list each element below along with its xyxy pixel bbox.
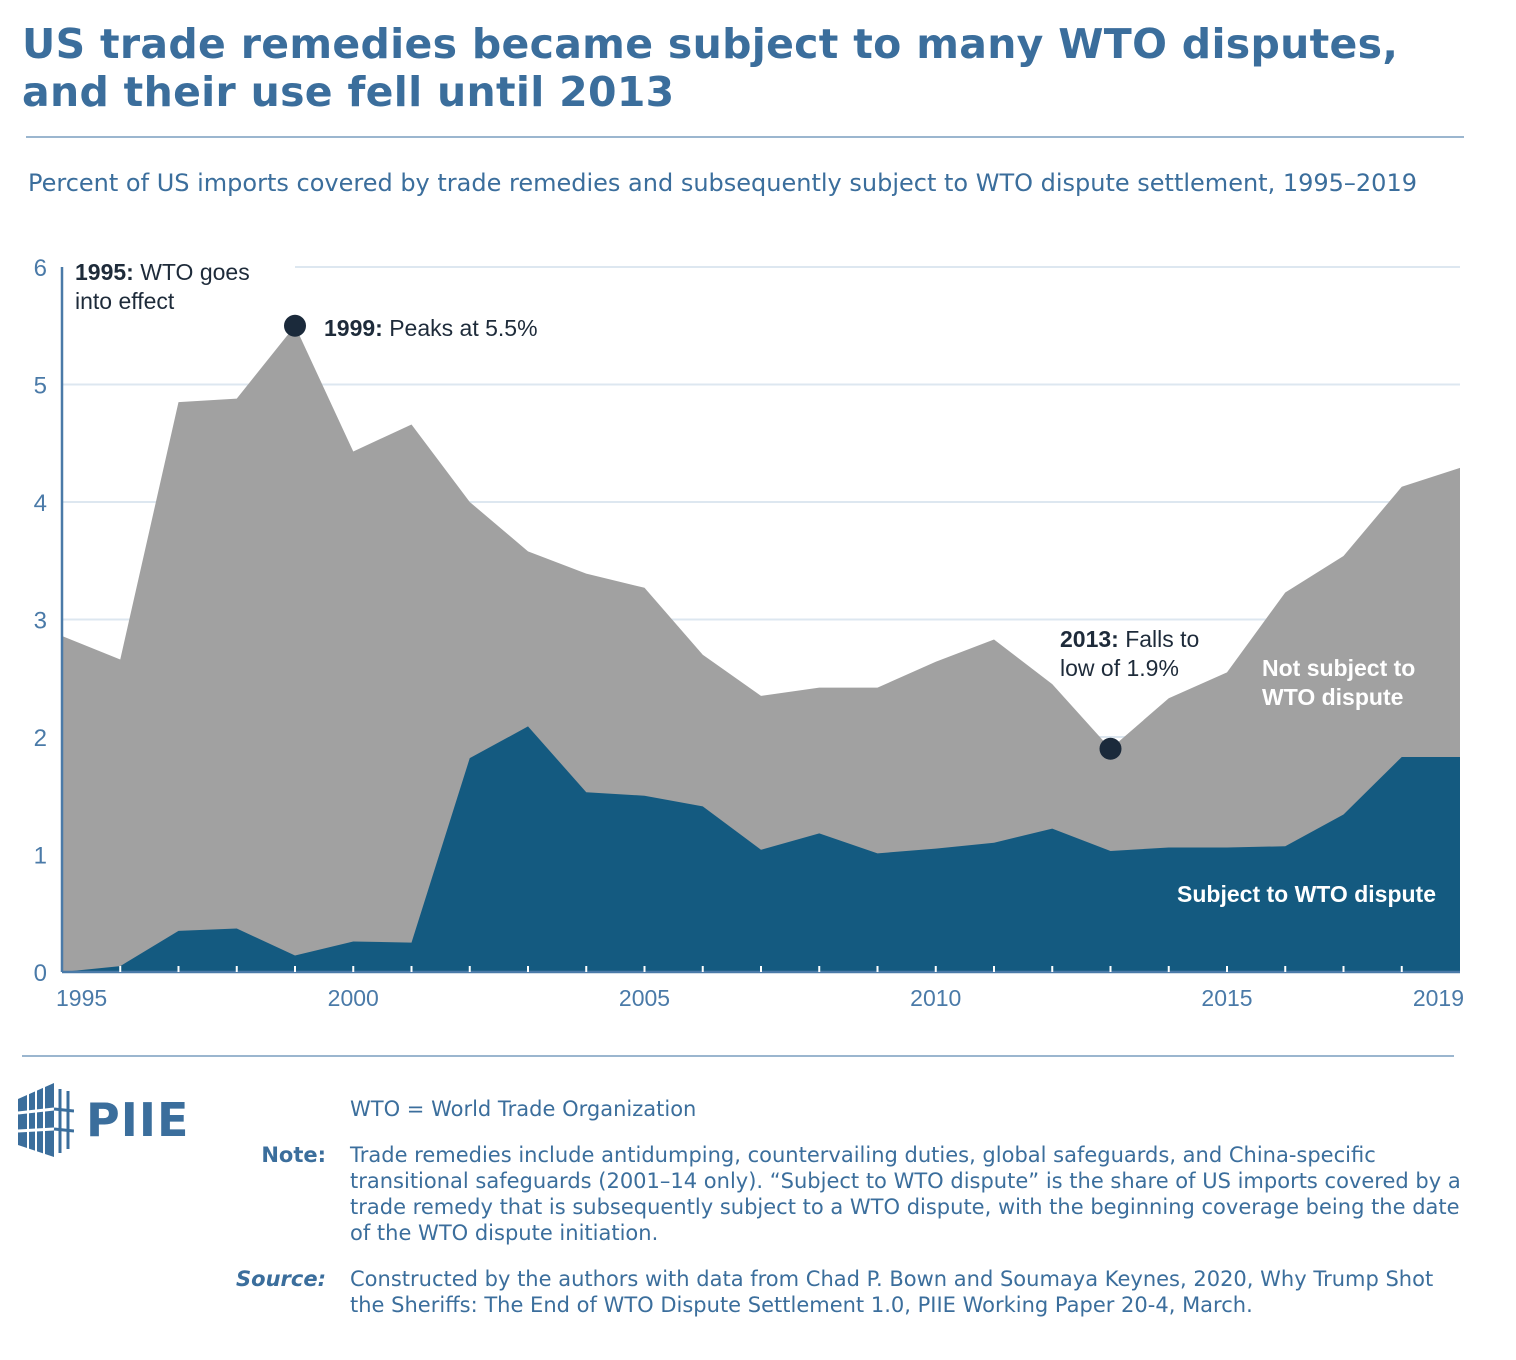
area-chart: 0 1 2 3 4 5 6 1995 2000 2005 2010 2015 2019 Not subje… (34, 255, 1464, 1011)
annotation-1999: 1999: Peaks at 5.5% (324, 315, 538, 341)
y-tick-label: 6 (34, 255, 47, 282)
building-logo-icon (17, 1083, 74, 1157)
chart-subtitle: Percent of US imports covered by trade r… (28, 169, 1417, 197)
x-tick-label: 2010 (910, 985, 961, 1011)
x-tick-label: 2000 (328, 985, 379, 1011)
y-tick-label: 3 (34, 608, 47, 635)
chart-title: US trade remedies became subject to many… (22, 20, 1398, 116)
footnotes: WTO = World Trade Organization Note: Trad… (230, 1096, 1470, 1338)
annotation-1995: 1995: WTO goes (75, 259, 250, 285)
y-tick-label: 0 (34, 960, 47, 987)
y-tick-label: 1 (34, 843, 47, 870)
area-subject (62, 726, 1460, 972)
piie-logo: PIIE (16, 1083, 189, 1157)
abbreviation-note: WTO = World Trade Organization (350, 1097, 697, 1121)
title-line-2: and their use fell until 2013 (22, 68, 675, 116)
x-tick-label: 2019 (1413, 985, 1464, 1011)
note-text: Trade remedies include antidumping, coun… (350, 1143, 1461, 1245)
divider (26, 136, 1464, 138)
area-not-subject (62, 325, 1460, 972)
y-tick-label: 2 (34, 725, 47, 752)
y-tick-label: 5 (34, 373, 47, 400)
annotation-2013: 2013: Falls to (1060, 626, 1199, 652)
marker-1999-peak (284, 314, 306, 337)
logo-text: PIIE (86, 1093, 190, 1147)
series-label-subject: Subject to WTO dispute (1177, 881, 1436, 907)
y-tick-label: 4 (34, 490, 47, 517)
source-text: Constructed by the authors with data fro… (350, 1267, 1434, 1317)
note-label: Note: (261, 1143, 326, 1167)
annotation-2013: low of 1.9% (1060, 655, 1179, 681)
x-tick-label: 2015 (1201, 985, 1252, 1011)
source-label: Source: (236, 1267, 326, 1291)
series-label-not-subject: Not subject to (1262, 655, 1415, 681)
marker-2013-low (1099, 737, 1122, 760)
series-label-not-subject: WTO dispute (1262, 684, 1403, 710)
annotation-1995: into effect (75, 288, 175, 314)
footer-divider (22, 1055, 1454, 1057)
x-tick-label: 2005 (619, 985, 670, 1011)
x-tick-label: 1995 (56, 985, 107, 1011)
title-line-1: US trade remedies became subject to many… (22, 20, 1399, 68)
